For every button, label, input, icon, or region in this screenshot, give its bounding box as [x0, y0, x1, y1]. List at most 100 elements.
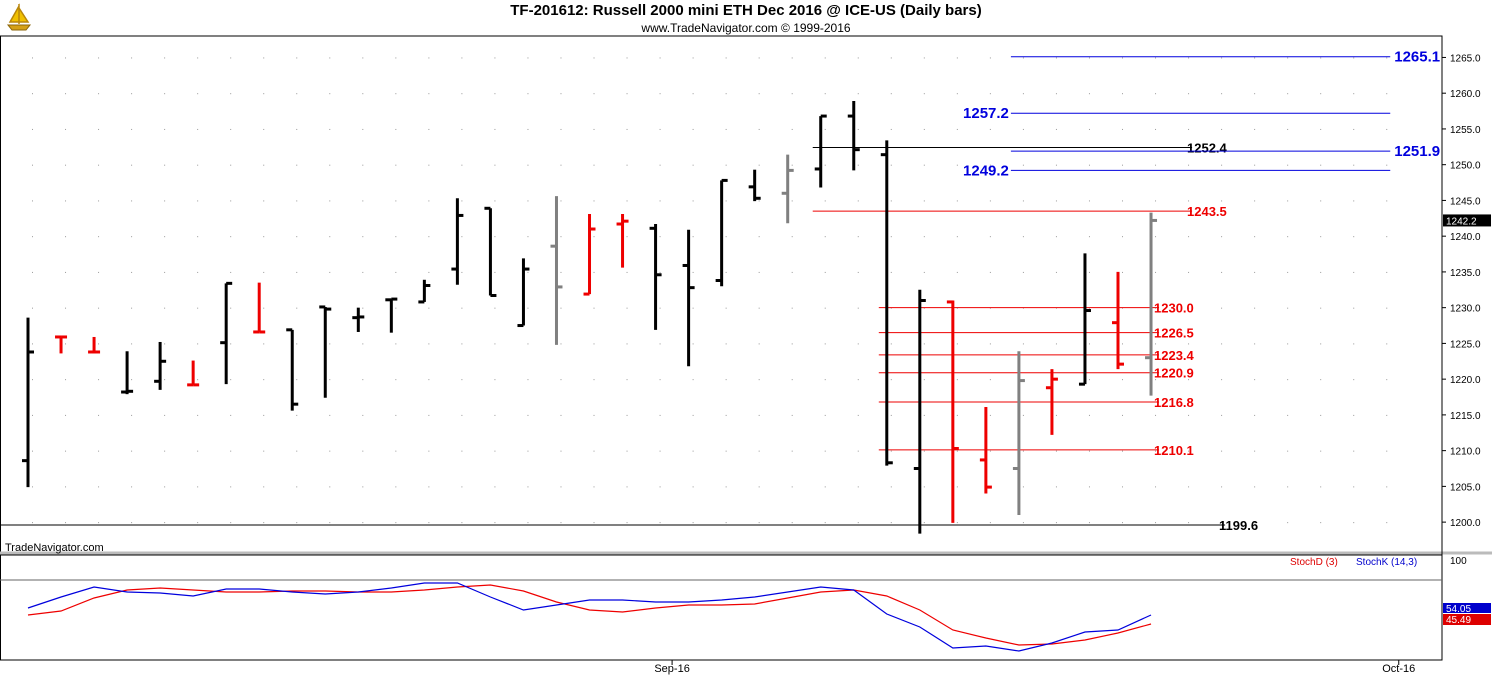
grid-dot — [1287, 271, 1289, 273]
grid-dot — [1221, 93, 1223, 95]
grid-dot — [956, 414, 958, 416]
grid-dot — [1055, 200, 1057, 202]
grid-dot — [857, 486, 859, 488]
price-bar — [781, 154, 794, 224]
grid-dot — [164, 379, 166, 381]
grid-dot — [329, 414, 331, 416]
grid-dot — [1320, 128, 1322, 130]
grid-dot — [626, 93, 628, 95]
grid-dot — [230, 128, 232, 130]
grid-dot — [98, 414, 100, 416]
grid-dot — [32, 450, 33, 452]
grid-dot — [32, 271, 33, 273]
grid-dot — [296, 57, 298, 59]
grid-dot — [626, 128, 628, 130]
level-label: 1251.9 — [1394, 143, 1440, 160]
grid-dot — [1221, 57, 1223, 59]
grid-dot — [1254, 271, 1256, 273]
grid-dot — [560, 522, 562, 524]
grid-dot — [593, 307, 595, 309]
grid-dot — [1055, 271, 1057, 273]
grid-dot — [890, 450, 892, 452]
y-axis-tick-label: 1230.0 — [1450, 304, 1481, 315]
grid-dot — [65, 414, 67, 416]
grid-dot — [890, 522, 892, 524]
grid-dot — [131, 236, 133, 238]
grid-dot — [32, 200, 33, 202]
grid-dot — [857, 271, 859, 273]
grid-dot — [1188, 164, 1190, 166]
grid-dot — [1254, 414, 1256, 416]
grid-dot — [956, 57, 958, 59]
grid-dot — [461, 450, 463, 452]
grid-dot — [527, 236, 529, 238]
grid-dot — [890, 271, 892, 273]
price-bar — [88, 336, 101, 354]
grid-dot — [329, 93, 331, 95]
grid-dot — [1155, 236, 1157, 238]
level-label: 1265.1 — [1394, 49, 1440, 66]
grid-dot — [956, 486, 958, 488]
grid-dot — [395, 57, 397, 59]
grid-dot — [1287, 450, 1289, 452]
grid-dot — [956, 450, 958, 452]
grid-dot — [362, 379, 364, 381]
grid-dot — [923, 343, 925, 345]
grid-dot — [758, 307, 760, 309]
grid-dot — [1287, 522, 1289, 524]
price-bar — [913, 289, 926, 534]
grid-dot — [230, 414, 232, 416]
grid-dot — [197, 343, 199, 345]
grid-dot — [1221, 379, 1223, 381]
grid-dot — [626, 522, 628, 524]
grid-dot — [758, 200, 760, 202]
grid-dot — [956, 379, 958, 381]
grid-dot — [1287, 486, 1289, 488]
grid-dot — [791, 486, 793, 488]
grid-dot — [1088, 522, 1090, 524]
grid-dot — [1088, 486, 1090, 488]
price-bar — [1012, 351, 1025, 515]
grid-dot — [296, 414, 298, 416]
grid-dot — [164, 93, 166, 95]
grid-dot — [593, 414, 595, 416]
grid-dot — [230, 271, 232, 273]
price-bar — [319, 305, 332, 398]
grid-dot — [890, 236, 892, 238]
grid-dot — [989, 379, 991, 381]
grid-dot — [1022, 164, 1024, 166]
price-bar — [220, 281, 233, 385]
grid-dot — [989, 343, 991, 345]
grid-dot — [329, 450, 331, 452]
grid-dot — [32, 379, 33, 381]
grid-dot — [395, 307, 397, 309]
grid-dot — [1353, 486, 1355, 488]
grid-dot — [1022, 128, 1024, 130]
grid-dot — [824, 271, 826, 273]
grid-dot — [560, 307, 562, 309]
grid-dot — [725, 379, 727, 381]
grid-dot — [1254, 128, 1256, 130]
grid-dot — [32, 164, 33, 166]
grid-dot — [494, 414, 496, 416]
grid-dot — [923, 486, 925, 488]
grid-dot — [659, 343, 661, 345]
chart-subtitle: www.TradeNavigator.com © 1999-2016 — [641, 21, 851, 35]
grid-dot — [659, 414, 661, 416]
grid-dot — [1287, 200, 1289, 202]
watermark-text: TradeNavigator.com — [5, 542, 104, 554]
grid-dot — [1055, 414, 1057, 416]
grid-dot — [1188, 200, 1190, 202]
x-axis-tick-label: Sep-16 — [654, 663, 689, 675]
last-price-marker — [1443, 214, 1491, 227]
grid-dot — [164, 486, 166, 488]
grid-dot — [692, 93, 694, 95]
grid-dot — [1188, 522, 1190, 524]
grid-dot — [1188, 343, 1190, 345]
grid-dot — [989, 450, 991, 452]
grid-dot — [461, 57, 463, 59]
grid-dot — [461, 379, 463, 381]
grid-dot — [428, 93, 430, 95]
grid-dot — [758, 343, 760, 345]
